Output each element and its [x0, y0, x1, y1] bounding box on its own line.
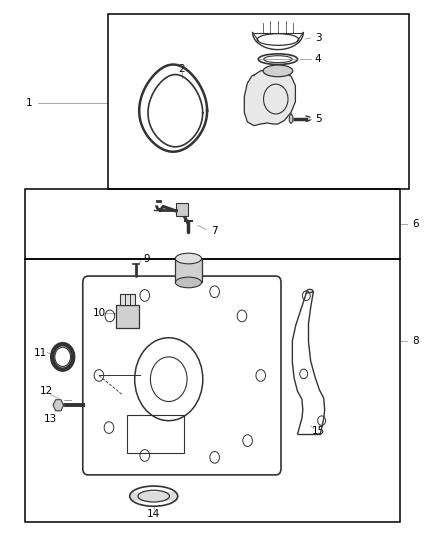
Ellipse shape — [175, 253, 201, 264]
Bar — [25, 189, 400, 259]
Text: 14: 14 — [147, 508, 160, 519]
Text: 12: 12 — [39, 386, 53, 396]
Text: 10: 10 — [92, 308, 106, 318]
Text: 8: 8 — [412, 336, 419, 346]
Bar — [176, 203, 188, 216]
Text: 1: 1 — [26, 98, 32, 108]
Bar — [25, 259, 400, 522]
Text: 3: 3 — [315, 33, 321, 43]
Text: 9: 9 — [144, 254, 150, 264]
Bar — [175, 259, 201, 282]
Text: 15: 15 — [312, 426, 325, 437]
Bar — [117, 305, 139, 328]
Bar — [127, 415, 184, 453]
Text: 7: 7 — [211, 226, 218, 236]
Text: 11: 11 — [33, 348, 46, 358]
Ellipse shape — [175, 277, 201, 288]
Ellipse shape — [263, 65, 293, 77]
Bar — [108, 14, 409, 189]
Text: 4: 4 — [315, 54, 321, 64]
Polygon shape — [289, 114, 293, 124]
Text: 13: 13 — [44, 414, 57, 424]
Polygon shape — [53, 400, 64, 411]
Polygon shape — [244, 70, 295, 126]
Text: 5: 5 — [315, 114, 321, 124]
Text: 6: 6 — [412, 219, 419, 229]
Bar — [120, 294, 135, 305]
Text: 2: 2 — [179, 64, 185, 74]
